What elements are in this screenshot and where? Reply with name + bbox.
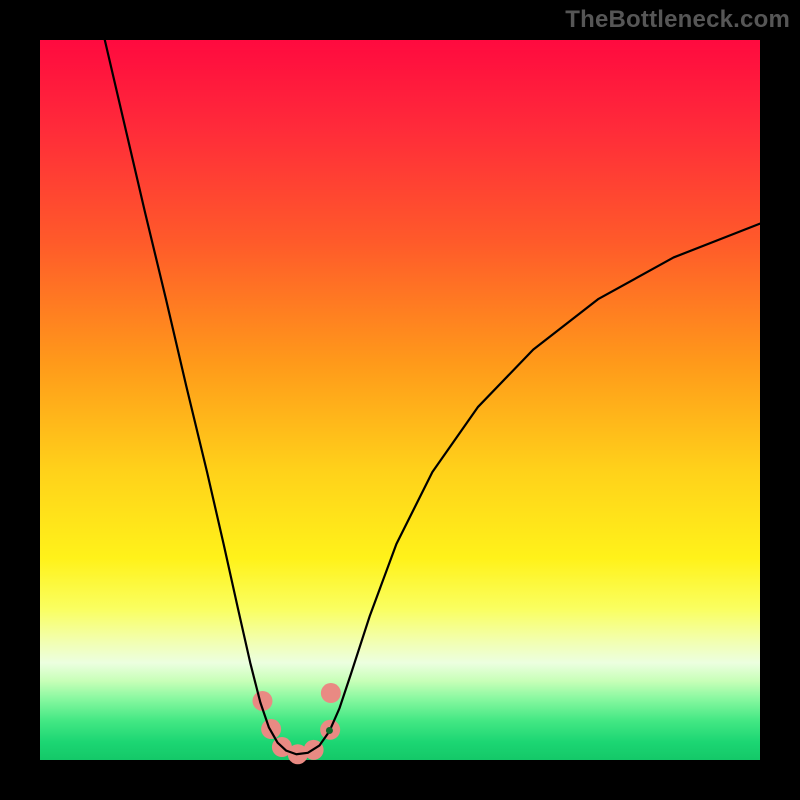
bottleneck-curve [105, 40, 760, 754]
marker-dot [261, 719, 281, 739]
outer-frame: TheBottleneck.com [0, 0, 800, 800]
center-dot [326, 727, 333, 734]
markers-group [252, 683, 340, 764]
marker-dot [321, 683, 341, 703]
watermark-text: TheBottleneck.com [565, 6, 790, 34]
plot-area [40, 40, 760, 760]
chart-svg [40, 40, 760, 760]
